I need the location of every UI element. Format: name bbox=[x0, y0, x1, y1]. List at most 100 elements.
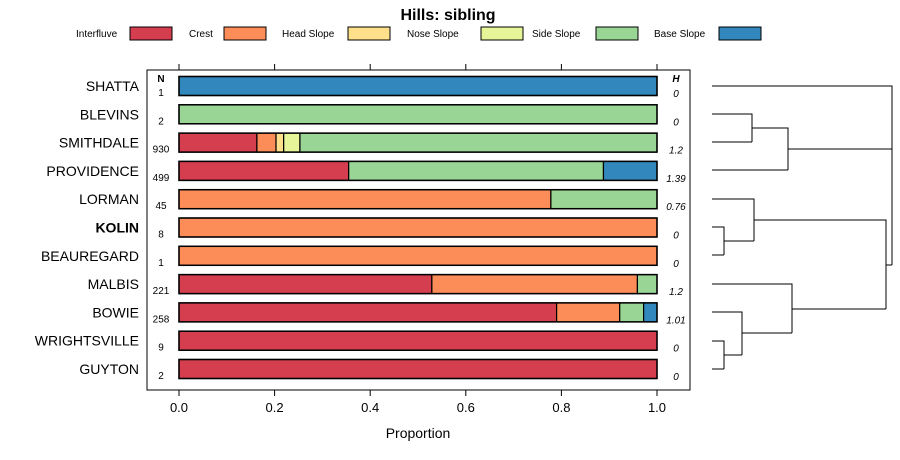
dendrogram-branch bbox=[712, 85, 893, 265]
legend: Interfluve Crest Head Slope Nose Slope Side … bbox=[76, 26, 762, 41]
bar-outline bbox=[178, 104, 658, 125]
h-value: 0.76 bbox=[666, 202, 686, 213]
bar-segment bbox=[178, 132, 258, 153]
bar-outline bbox=[178, 330, 658, 351]
row-label: PROVIDENCE bbox=[46, 163, 139, 179]
bar-segment bbox=[178, 217, 658, 238]
legend-label: Crest bbox=[189, 29, 213, 40]
row-label: BOWIE bbox=[92, 304, 139, 320]
n-value: 2 bbox=[158, 116, 164, 127]
h-value: 0 bbox=[673, 344, 679, 355]
x-tick-label: 0.4 bbox=[361, 400, 379, 415]
dendrogram-branch bbox=[712, 311, 743, 355]
bar-segment bbox=[275, 132, 285, 153]
bar-segment bbox=[643, 302, 658, 323]
bar-outline bbox=[178, 273, 658, 295]
h-value: 0 bbox=[673, 259, 679, 270]
bar-outline bbox=[178, 358, 658, 380]
x-axis: 0.0 0.2 0.4 0.6 0.8 1.0 bbox=[170, 64, 666, 415]
legend-label: Nose Slope bbox=[407, 29, 459, 40]
n-labels: 1 2 930 499 45 8 1 221 258 9 2 bbox=[153, 88, 170, 382]
bar-outline bbox=[178, 160, 658, 182]
bar-segment bbox=[178, 330, 658, 351]
bars bbox=[178, 75, 658, 380]
legend-swatch bbox=[223, 26, 267, 41]
n-value: 2 bbox=[158, 371, 164, 382]
bar-segment bbox=[283, 132, 301, 153]
x-axis-label: Proportion bbox=[386, 425, 451, 441]
dendrogram-branch bbox=[754, 219, 887, 309]
bar-outline bbox=[178, 217, 658, 238]
h-value: 0 bbox=[673, 89, 679, 100]
bar-segment bbox=[178, 245, 658, 266]
row-label: BEAUREGARD bbox=[41, 248, 139, 264]
bar-outline bbox=[178, 75, 658, 97]
n-column-header: N bbox=[157, 74, 164, 85]
dendrogram-branch bbox=[712, 283, 793, 333]
row-label: GUYTON bbox=[79, 361, 139, 377]
row-labels: SHATTA BLEVINS SMITHDALE PROVIDENCE LORMAN KO… bbox=[35, 78, 140, 377]
bar-segment bbox=[178, 75, 658, 97]
legend-swatch bbox=[129, 26, 173, 41]
dendrogram-branch bbox=[712, 226, 725, 255]
bar-segment bbox=[348, 160, 605, 181]
bar-segment bbox=[178, 302, 558, 323]
dendrogram-branch bbox=[752, 127, 789, 170]
chart-title: Hills: sibling bbox=[400, 7, 495, 24]
x-tick-label: 0.2 bbox=[266, 400, 284, 415]
n-value: 45 bbox=[155, 201, 167, 212]
dendrogram-branch bbox=[712, 340, 725, 369]
n-value: 9 bbox=[158, 343, 164, 354]
row-label: LORMAN bbox=[79, 191, 139, 207]
row-label: BLEVINS bbox=[80, 106, 139, 122]
n-value: 221 bbox=[153, 286, 170, 297]
row-label: MALBIS bbox=[88, 276, 139, 292]
bar-segment bbox=[636, 274, 658, 295]
n-value: 499 bbox=[153, 173, 170, 184]
h-value: 0 bbox=[673, 231, 679, 242]
h-labels: 0 0 1.2 1.39 0.76 0 0 1.2 1.01 0 0 bbox=[666, 89, 686, 383]
x-tick-label: 0.8 bbox=[552, 400, 570, 415]
bar-segment bbox=[178, 274, 433, 295]
bar-outline bbox=[178, 302, 658, 323]
x-tick-label: 0.0 bbox=[170, 400, 188, 415]
h-value: 0 bbox=[673, 117, 679, 128]
bar-segment bbox=[256, 132, 277, 153]
legend-swatch bbox=[347, 26, 391, 41]
dendrogram bbox=[712, 85, 893, 370]
legend-label: Base Slope bbox=[654, 29, 706, 40]
bar-segment bbox=[602, 160, 658, 181]
h-column-header: H bbox=[672, 74, 680, 85]
legend-label: Side Slope bbox=[532, 29, 581, 40]
bar-outline bbox=[178, 188, 658, 210]
legend-label: Interfluve bbox=[76, 29, 118, 40]
legend-swatch bbox=[718, 26, 762, 41]
bar-segment bbox=[178, 189, 552, 210]
bar-segment bbox=[431, 274, 639, 295]
n-value: 1 bbox=[158, 88, 164, 99]
legend-label: Head Slope bbox=[282, 29, 335, 40]
h-value: 1.2 bbox=[669, 287, 683, 298]
row-label: SMITHDALE bbox=[59, 135, 139, 151]
bar-segment bbox=[299, 132, 658, 153]
legend-swatch bbox=[595, 26, 639, 41]
bar-segment bbox=[178, 358, 658, 380]
bar-segment bbox=[556, 302, 621, 323]
row-label: WRIGHTSVILLE bbox=[35, 333, 139, 349]
bar-segment bbox=[178, 104, 658, 125]
h-value: 1.2 bbox=[669, 146, 683, 157]
n-value: 930 bbox=[153, 145, 170, 156]
n-value: 8 bbox=[158, 230, 164, 241]
dendrogram-branch bbox=[712, 198, 755, 241]
n-value: 258 bbox=[153, 314, 170, 325]
bar-outline bbox=[178, 132, 658, 153]
plot-frame bbox=[146, 69, 691, 391]
bar-segment bbox=[178, 160, 350, 181]
row-label: KOLIN bbox=[95, 220, 139, 236]
bar-outline bbox=[178, 245, 658, 267]
h-value: 0 bbox=[673, 372, 679, 383]
x-tick-label: 1.0 bbox=[648, 400, 666, 415]
dendrogram-branch bbox=[712, 113, 753, 142]
row-label: SHATTA bbox=[86, 78, 140, 94]
